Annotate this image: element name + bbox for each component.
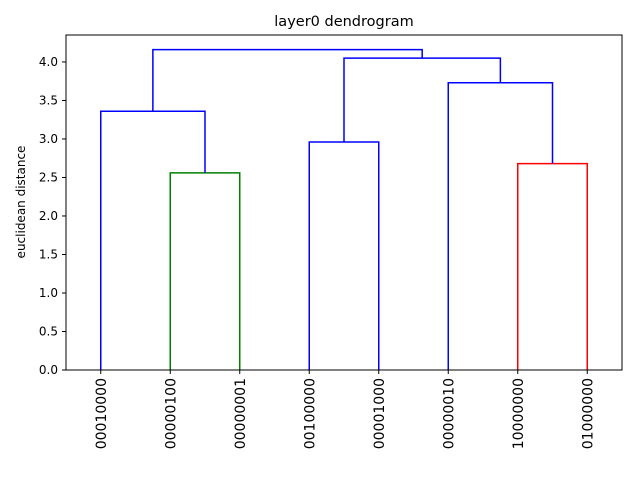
y-tick-label: 3.5: [39, 93, 58, 107]
dendrogram-link: [169, 172, 241, 370]
y-tick-label: 1.0: [39, 286, 58, 300]
dendrogram-links: [100, 48, 588, 370]
y-axis-ticks: 0.0 0.5 1.0 1.5 2.0 2.5 3.0 3.5 4.0: [39, 55, 66, 377]
y-tick-label: 4.0: [39, 55, 58, 69]
plot-frame: [65, 34, 623, 371]
y-tick-label: 2.5: [39, 170, 58, 184]
leaf-label: 01000000: [580, 378, 596, 449]
leaf-label: 10000000: [511, 378, 527, 449]
leaf-label: 00010000: [94, 378, 110, 449]
dendrogram-link: [447, 81, 554, 370]
chart-title: layer0 dendrogram: [274, 14, 413, 30]
dendrogram-link: [517, 162, 588, 370]
leaf-label: 00100000: [302, 378, 318, 449]
leaf-label: 00001000: [372, 378, 388, 449]
leaf-label: 00000100: [163, 378, 179, 449]
leaf-label: 00000001: [233, 378, 249, 449]
y-tick-label: 0.0: [39, 363, 58, 377]
y-tick-label: 1.5: [39, 247, 58, 261]
y-tick-label: 3.0: [39, 132, 58, 146]
leaf-label: 00000010: [441, 378, 457, 449]
dendrogram-link: [308, 141, 380, 370]
y-tick-label: 2.0: [39, 209, 58, 223]
dendrogram-link: [100, 110, 206, 370]
dendrogram-link: [343, 57, 502, 143]
y-tick-label: 0.5: [39, 324, 58, 338]
dendrogram-link: [152, 48, 423, 112]
x-axis-ticks: 00010000 00000100 00000001 00100000 00001000…: [94, 370, 596, 449]
y-axis-label: euclidean distance: [14, 146, 28, 259]
